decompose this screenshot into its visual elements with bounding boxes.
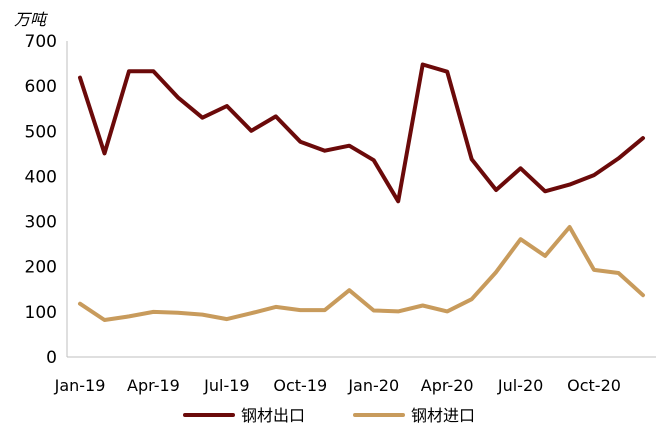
axes bbox=[66, 41, 656, 358]
legend-label: 钢材出口 bbox=[241, 406, 305, 425]
x-tick-label: Jan-20 bbox=[347, 376, 399, 395]
x-tick-label: Apr-20 bbox=[421, 376, 474, 395]
series-line-2 bbox=[78, 225, 645, 322]
series-lines bbox=[78, 62, 645, 322]
x-tick-label: Apr-19 bbox=[127, 376, 180, 395]
legend-label: 钢材进口 bbox=[411, 406, 475, 425]
x-tick-label: Jul-20 bbox=[497, 376, 543, 395]
x-tick-label: Jul-19 bbox=[203, 376, 249, 395]
y-tick-label: 500 bbox=[25, 122, 57, 142]
y-tick-label: 600 bbox=[25, 77, 57, 97]
y-tick-label: 0 bbox=[46, 348, 57, 368]
y-tick-label: 100 bbox=[25, 303, 57, 323]
legend: 钢材出口 钢材进口 bbox=[183, 406, 475, 425]
y-unit-label: 万吨 bbox=[14, 10, 49, 29]
y-tick-label: 700 bbox=[25, 32, 57, 52]
y-tick-label: 300 bbox=[25, 213, 57, 233]
series-line-1 bbox=[78, 62, 645, 204]
y-tick-label: 200 bbox=[25, 258, 57, 278]
x-tick-label: Oct-19 bbox=[273, 376, 327, 395]
y-tick-label: 400 bbox=[25, 167, 57, 187]
x-tick-label: Oct-20 bbox=[567, 376, 621, 395]
x-tick-label: Jan-19 bbox=[54, 376, 106, 395]
x-tick-labels: Jan-19 Apr-19 Jul-19 Oct-19 Jan-20 Apr-20 Jul-… bbox=[54, 376, 621, 395]
y-tick-labels: 0 100 200 300 400 500 600 700 bbox=[25, 32, 57, 368]
